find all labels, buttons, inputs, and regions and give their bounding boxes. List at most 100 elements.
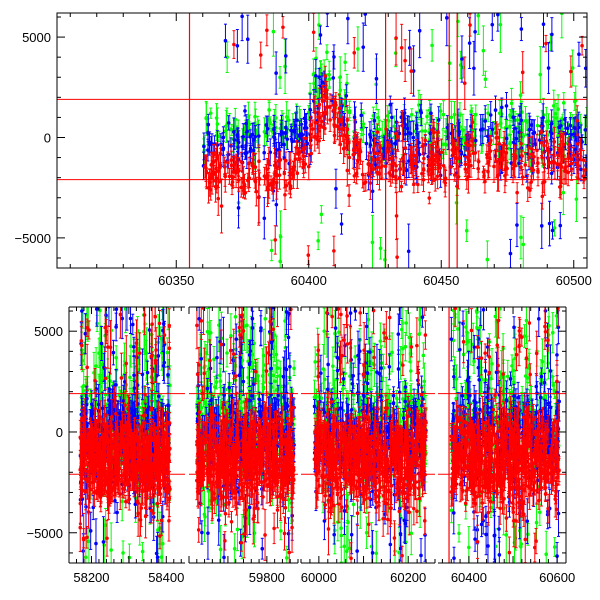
outlier-marker — [538, 46, 543, 103]
data-marker — [279, 114, 284, 149]
data-point — [277, 158, 281, 163]
data-marker — [544, 130, 549, 152]
data-marker — [509, 87, 514, 119]
data-point — [540, 194, 545, 199]
data-point — [224, 124, 229, 129]
outlier-marker — [472, 40, 476, 96]
data-marker — [328, 107, 332, 132]
data-point — [226, 121, 231, 125]
data-point — [274, 180, 279, 185]
data-marker — [417, 89, 421, 121]
data-point — [338, 142, 343, 147]
data-marker — [323, 84, 328, 98]
data-point — [409, 156, 414, 161]
data-point — [332, 55, 336, 59]
data-marker — [337, 106, 342, 137]
data-point — [441, 112, 446, 117]
data-point — [496, 13, 500, 17]
data-point — [325, 105, 330, 109]
data-point — [236, 138, 240, 142]
data-marker — [366, 151, 371, 176]
data-point — [566, 154, 571, 158]
data-point — [577, 52, 581, 57]
data-marker — [250, 122, 255, 147]
data-point — [566, 170, 570, 175]
data-point — [449, 115, 454, 120]
data-point — [481, 48, 486, 53]
outlier-marker — [473, 13, 477, 53]
data-point — [527, 145, 531, 150]
data-point — [514, 136, 519, 141]
data-marker — [511, 108, 516, 126]
data-point — [494, 159, 499, 164]
data-point — [354, 171, 359, 176]
data-point — [214, 116, 219, 120]
data-point — [525, 186, 530, 190]
data-point — [469, 124, 473, 128]
data-marker — [400, 109, 405, 142]
data-marker — [420, 137, 425, 156]
outlier-marker — [539, 202, 544, 249]
data-marker — [441, 129, 445, 160]
outlier-marker — [338, 56, 343, 98]
data-point — [565, 126, 570, 131]
data-marker — [243, 105, 247, 117]
data-point — [518, 93, 523, 98]
data-point — [313, 110, 317, 115]
data-point — [454, 200, 459, 205]
data-point — [275, 173, 280, 178]
outlier-marker — [343, 53, 347, 72]
data-point — [478, 128, 483, 132]
data-point — [472, 66, 476, 71]
outlier-marker — [481, 25, 486, 76]
data-point — [244, 143, 248, 148]
outlier-marker — [245, 14, 250, 64]
data-marker — [293, 112, 298, 139]
outlier-marker — [417, 13, 422, 59]
outlier-marker — [240, 13, 244, 42]
data-point — [577, 164, 581, 168]
data-point — [544, 139, 549, 143]
data-point — [346, 16, 350, 21]
data-point — [436, 118, 441, 122]
data-point — [226, 160, 230, 165]
data-point — [306, 164, 311, 169]
data-marker — [372, 112, 377, 130]
data-marker — [314, 59, 318, 93]
data-point — [523, 119, 528, 123]
data-marker — [345, 154, 350, 187]
data-point — [523, 163, 528, 167]
data-point — [538, 72, 543, 77]
data-marker — [361, 113, 366, 135]
data-point — [378, 246, 383, 251]
data-point — [432, 130, 436, 135]
data-marker — [450, 142, 454, 158]
data-point — [233, 169, 237, 174]
data-point — [505, 166, 509, 171]
data-marker — [409, 108, 414, 122]
data-point — [486, 111, 490, 115]
data-point — [498, 22, 503, 27]
data-point — [485, 134, 490, 139]
data-marker — [404, 162, 409, 179]
data-point — [317, 102, 322, 107]
outlier-marker — [378, 236, 383, 260]
data-marker — [498, 150, 503, 170]
data-point — [262, 130, 267, 134]
outlier-marker — [356, 26, 360, 72]
data-marker — [203, 155, 207, 179]
data-point — [269, 248, 274, 253]
data-marker — [347, 100, 352, 122]
data-point — [401, 156, 405, 160]
data-point — [284, 158, 288, 163]
data-marker — [441, 100, 446, 129]
data-point — [540, 155, 544, 160]
data-point — [319, 212, 324, 217]
data-point — [377, 127, 382, 132]
data-marker — [208, 107, 213, 119]
data-marker — [568, 116, 573, 135]
data-point — [301, 162, 306, 166]
data-marker — [294, 139, 299, 156]
data-point — [391, 161, 396, 166]
data-point — [397, 176, 402, 181]
